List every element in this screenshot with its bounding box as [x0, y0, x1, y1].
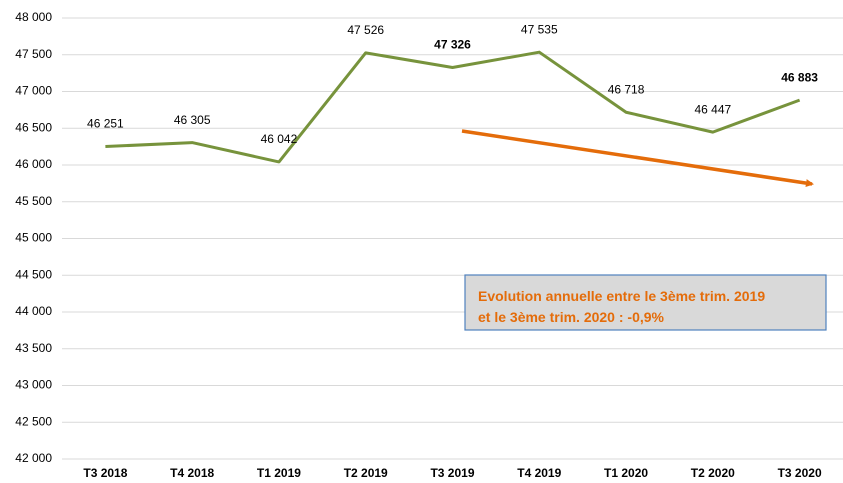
trend-arrow: [461, 129, 814, 188]
data-label: 47 326: [434, 38, 471, 52]
y-tick-label: 46 000: [15, 157, 52, 171]
annotation-line: Evolution annuelle entre le 3ème trim. 2…: [478, 288, 765, 304]
data-label: 46 042: [261, 132, 298, 146]
data-label: 46 718: [608, 82, 645, 96]
data-label: 47 535: [521, 22, 558, 36]
y-tick-label: 46 500: [15, 120, 52, 134]
y-tick-label: 43 500: [15, 341, 52, 355]
x-tick-label: T4 2018: [170, 466, 214, 480]
x-tick-label: T2 2020: [691, 466, 735, 480]
x-tick-label: T3 2020: [778, 466, 822, 480]
x-tick-label: T4 2019: [517, 466, 561, 480]
x-tick-label: T1 2019: [257, 466, 301, 480]
y-tick-label: 42 000: [15, 451, 52, 465]
annotation-line: et le 3ème trim. 2020 : -0,9%: [478, 309, 665, 325]
y-tick-label: 42 500: [15, 414, 52, 428]
data-label: 46 305: [174, 113, 211, 127]
y-tick-label: 44 000: [15, 304, 52, 318]
y-tick-label: 47 500: [15, 47, 52, 61]
y-tick-label: 44 500: [15, 267, 52, 281]
data-label: 46 251: [87, 117, 124, 131]
grid: [62, 17, 843, 460]
y-tick-label: 45 500: [15, 194, 52, 208]
data-label: 46 447: [694, 102, 731, 116]
data-label: 47 526: [347, 23, 384, 37]
y-tick-label: 45 000: [15, 231, 52, 245]
y-tick-label: 47 000: [15, 84, 52, 98]
x-tick-label: T3 2019: [430, 466, 474, 480]
x-tick-label: T1 2020: [604, 466, 648, 480]
x-tick-label: T3 2018: [83, 466, 127, 480]
data-line: [105, 50, 801, 164]
y-tick-label: 43 000: [15, 378, 52, 392]
data-label: 46 883: [781, 70, 818, 84]
x-tick-label: T2 2019: [344, 466, 388, 480]
annotation-box: [464, 274, 827, 331]
y-tick-label: 48 000: [15, 10, 52, 24]
